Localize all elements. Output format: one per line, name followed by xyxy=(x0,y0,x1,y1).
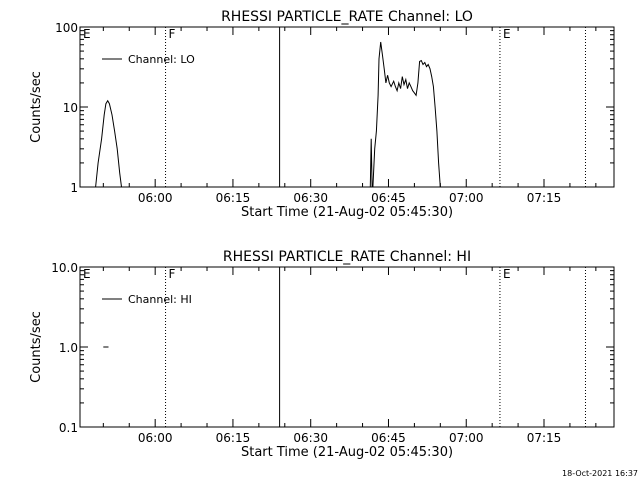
y-tick-label: 1.0 xyxy=(59,341,78,355)
x-tick-label: 06:00 xyxy=(138,191,173,205)
footer-timestamp: 18-Oct-2021 16:37 xyxy=(562,469,638,478)
series-line xyxy=(95,99,122,188)
x-tick-label: 07:00 xyxy=(449,431,484,445)
x-tick-label: 06:45 xyxy=(371,191,406,205)
y-tick-label: 100 xyxy=(55,21,78,35)
x-tick-label: 07:15 xyxy=(527,431,562,445)
x-tick-label: 06:45 xyxy=(371,431,406,445)
x-axis-label: Start Time (21-Aug-02 05:45:30) xyxy=(241,205,453,220)
event-marker-label: E xyxy=(503,27,511,41)
event-marker-label: F xyxy=(169,267,176,281)
event-marker-label: F xyxy=(169,27,176,41)
event-marker-label: E xyxy=(503,267,511,281)
legend-entry: Channel: HI xyxy=(128,293,192,306)
chart-title: RHESSI PARTICLE_RATE Channel: HI xyxy=(223,249,471,265)
y-tick-label: 10 xyxy=(63,101,78,115)
y-axis-label: Counts/sec xyxy=(29,311,44,383)
event-marker-label: E xyxy=(83,267,91,281)
x-tick-label: 06:30 xyxy=(293,191,328,205)
chart-title: RHESSI PARTICLE_RATE Channel: LO xyxy=(221,9,473,25)
x-tick-label: 06:30 xyxy=(293,431,328,445)
x-tick-label: 06:15 xyxy=(216,431,251,445)
x-tick-label: 06:00 xyxy=(138,431,173,445)
y-tick-label: 10.0 xyxy=(51,261,78,275)
chart-lo: RHESSI PARTICLE_RATE Channel: LO 1 10 100 06… xyxy=(29,9,615,220)
series-line xyxy=(369,138,373,188)
series-line xyxy=(372,41,441,188)
x-tick-label: 07:00 xyxy=(449,191,484,205)
y-tick-label: 1 xyxy=(70,181,78,195)
event-marker-label: E xyxy=(83,27,91,41)
legend-entry: Channel: LO xyxy=(128,53,195,66)
plot-frame xyxy=(79,266,615,428)
x-tick-label: 06:15 xyxy=(216,191,251,205)
chart-hi: RHESSI PARTICLE_RATE Channel: HI 0.1 1.0 10… xyxy=(29,249,615,460)
y-tick-label: 0.1 xyxy=(59,421,78,435)
x-tick-label: 07:15 xyxy=(527,191,562,205)
plot-frame xyxy=(79,26,615,188)
y-axis-label: Counts/sec xyxy=(29,71,44,143)
x-axis-label: Start Time (21-Aug-02 05:45:30) xyxy=(241,445,453,460)
